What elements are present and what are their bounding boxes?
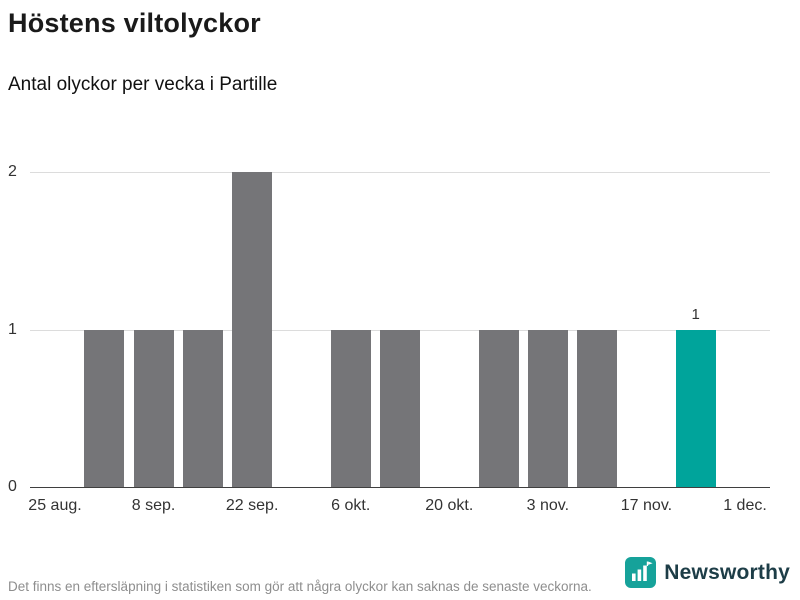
bar-chart-flag-icon xyxy=(625,557,657,588)
footnote: Det finns en eftersläpning i statistiken… xyxy=(8,578,592,594)
bar xyxy=(84,329,125,487)
x-axis-line xyxy=(30,487,770,488)
y-tick-label: 2 xyxy=(8,163,17,180)
y-tick-label: 0 xyxy=(8,478,17,495)
gridline xyxy=(30,172,770,173)
bar xyxy=(380,329,420,487)
bar xyxy=(577,329,618,487)
bar-chart: 0 1 2 1 25 aug. 8 sep. 22 sep. 6 okt. 20 okt. 3 n… xyxy=(0,150,800,530)
x-tick-label: 20 okt. xyxy=(425,497,474,514)
bar xyxy=(527,329,568,487)
x-tick-label: 22 sep. xyxy=(225,497,279,514)
page-title: Höstens viltolyckor xyxy=(8,8,261,38)
x-tick-label: 8 sep. xyxy=(131,497,176,514)
bar xyxy=(330,329,371,487)
bar-highlighted xyxy=(675,329,716,487)
x-tick-label: 1 dec. xyxy=(723,497,767,514)
x-tick-label: 17 nov. xyxy=(620,497,673,514)
y-tick-label: 1 xyxy=(8,320,17,338)
newsworthy-logo: Newsworthy xyxy=(625,557,790,588)
bar xyxy=(478,329,519,487)
bar xyxy=(133,329,174,487)
x-tick-label: 25 aug. xyxy=(28,497,82,514)
x-tick-label: 3 nov. xyxy=(526,497,570,514)
bar xyxy=(182,329,223,487)
chart-subtitle: Antal olyckor per vecka i Partille xyxy=(8,74,278,95)
bar-value-label: 1 xyxy=(691,305,700,323)
bar xyxy=(232,172,273,487)
x-tick-label: 6 okt. xyxy=(331,497,371,514)
newsworthy-wordmark: Newsworthy xyxy=(664,560,790,584)
